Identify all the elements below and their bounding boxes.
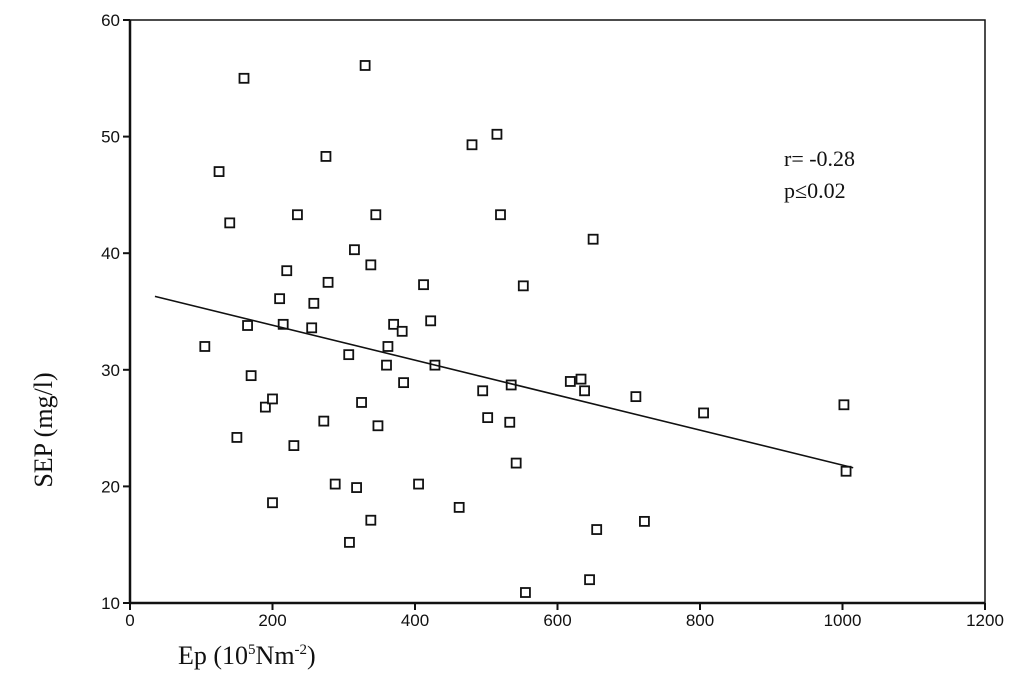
data-point [329, 478, 341, 490]
data-point [365, 514, 377, 526]
data-point [274, 293, 286, 305]
data-point [838, 399, 850, 411]
x-tick-label: 1200 [966, 611, 1004, 630]
data-point [288, 440, 300, 451]
data-point [320, 151, 332, 162]
data-point [504, 416, 516, 428]
annotation-r-value: r= -0.28 [784, 146, 855, 171]
data-point [199, 341, 211, 352]
x-tick-label: 200 [258, 611, 286, 630]
x-axis-title-sup1: 5 [248, 642, 256, 658]
data-point [259, 401, 271, 413]
y-axis-title: SEP (mg/l) [29, 372, 58, 487]
data-point [495, 209, 506, 221]
x-axis-title-end: ) [307, 641, 316, 670]
x-axis-title-base: Ep (10 [178, 641, 248, 670]
data-point [344, 536, 355, 548]
data-point [698, 407, 709, 419]
data-point [510, 457, 522, 469]
data-point [477, 385, 489, 397]
x-tick-label: 400 [401, 611, 429, 630]
data-point [343, 349, 355, 361]
y-tick-label: 50 [101, 128, 120, 147]
plot-frame [128, 19, 986, 605]
data-point [308, 297, 320, 309]
y-tick-label: 40 [101, 244, 120, 263]
x-tick-label: 1000 [824, 611, 862, 630]
trend-line [154, 295, 854, 469]
y-tick-label: 20 [101, 477, 120, 496]
data-point [381, 359, 392, 371]
data-point [306, 322, 318, 334]
data-point [224, 217, 236, 229]
data-point [277, 318, 289, 330]
y-tick-label: 30 [101, 361, 120, 380]
data-point [425, 315, 437, 327]
data-point [575, 373, 587, 385]
x-tick-label: 800 [686, 611, 714, 630]
data-point [587, 233, 599, 245]
data-point [584, 574, 595, 586]
data-point [413, 478, 424, 490]
data-point [591, 524, 603, 535]
data-point [840, 465, 852, 477]
data-point [398, 377, 410, 389]
data-point [491, 128, 503, 140]
data-point [466, 139, 478, 151]
data-point [267, 497, 278, 509]
data-point [630, 391, 642, 403]
data-point [242, 320, 253, 331]
x-axis-title: Ep (105Nm-2) [178, 641, 316, 670]
data-point [370, 209, 382, 221]
data-point [396, 325, 408, 337]
data-point [579, 385, 590, 397]
data-point [520, 587, 531, 598]
data-point [372, 420, 384, 432]
data-point [365, 259, 377, 271]
regression-line [154, 295, 854, 469]
plot-border [129, 19, 986, 604]
annotation-p-value: p≤0.02 [784, 178, 846, 203]
data-point [356, 397, 367, 408]
annotation: r= -0.28 p≤0.02 [784, 146, 855, 203]
data-point [267, 393, 278, 405]
x-tick-label: 0 [125, 611, 134, 630]
data-point [351, 482, 362, 493]
data-points [199, 60, 852, 598]
data-point [359, 60, 371, 71]
data-point [639, 515, 650, 527]
data-point [453, 501, 465, 513]
data-point [482, 412, 494, 424]
x-axis-title-mid: Nm [256, 641, 295, 670]
data-point [564, 376, 576, 387]
axis-ticks: 0 200 400 600 800 1000 1200 10 20 30 40 50 60 [101, 11, 1004, 630]
data-point [281, 265, 293, 277]
data-point [292, 209, 303, 221]
data-point [349, 244, 360, 256]
y-tick-label: 60 [101, 11, 120, 30]
data-point [318, 415, 330, 427]
x-tick-label: 600 [543, 611, 571, 630]
x-axis-title-sup2: -2 [295, 642, 308, 658]
data-point [382, 341, 394, 352]
y-tick-label: 10 [101, 594, 120, 613]
data-point [322, 276, 334, 288]
data-point [418, 279, 429, 291]
data-point [388, 318, 400, 330]
data-point [238, 72, 250, 84]
data-point [517, 280, 529, 292]
data-point [213, 166, 225, 177]
data-point [245, 370, 257, 382]
data-point [231, 432, 243, 443]
